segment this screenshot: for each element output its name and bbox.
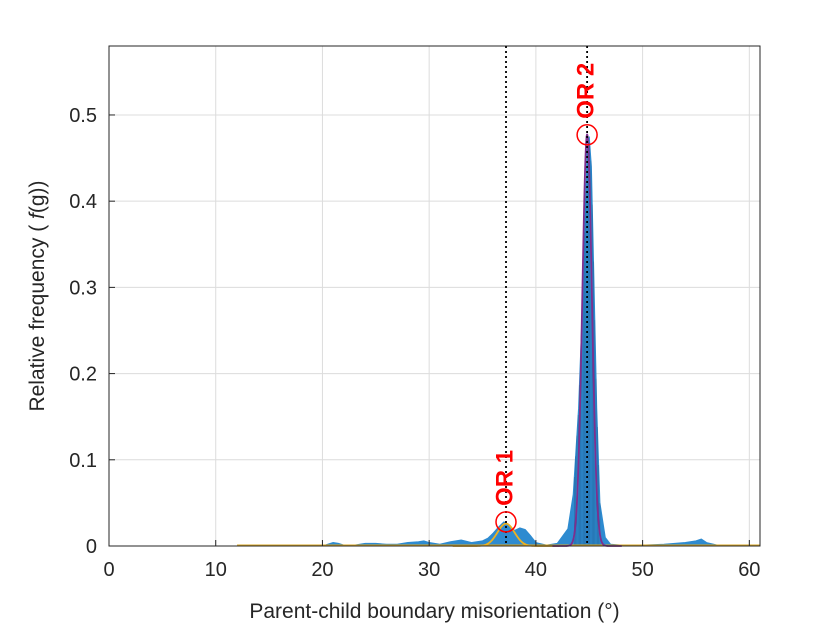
- y-tick-label: 0.2: [69, 364, 97, 386]
- y-tick-label: 0: [86, 536, 97, 558]
- axes-box: [108, 45, 761, 547]
- x-tick-label: 40: [525, 559, 547, 581]
- y-tick-label: 0.1: [69, 450, 97, 472]
- y-axis-label-suffix: (g)): [26, 180, 49, 213]
- y-axis-label: Relative frequency ( f(g)): [26, 180, 49, 411]
- x-tick-label: 0: [103, 559, 114, 581]
- peak-marker: [576, 124, 598, 146]
- y-axis-label-prefix: Relative frequency (: [26, 219, 49, 412]
- x-axis-label: Parent-child boundary misorientation (°): [249, 600, 619, 623]
- peak-label-2: OR 2: [572, 63, 599, 119]
- x-tick-label: 60: [738, 559, 760, 581]
- y-tick-label: 0.4: [69, 191, 97, 213]
- x-tick-label: 50: [631, 559, 653, 581]
- peak-annotations: OR 1 OR 2: [491, 46, 599, 546]
- y-axis-label-italic: f: [26, 211, 49, 219]
- peak-marker: [495, 511, 517, 533]
- peak-label-1: OR 1: [491, 450, 518, 506]
- axis-ticks: 0 10 20 30 40 50 60 0 0.1 0.2 0.3 0.4 0.5: [69, 105, 760, 581]
- x-tick-label: 30: [418, 559, 440, 581]
- y-tick-label: 0.3: [69, 277, 97, 299]
- x-tick-label: 10: [205, 559, 227, 581]
- y-tick-label: 0.5: [69, 105, 97, 127]
- x-tick-label: 20: [311, 559, 333, 581]
- grid-lines: [108, 46, 760, 547]
